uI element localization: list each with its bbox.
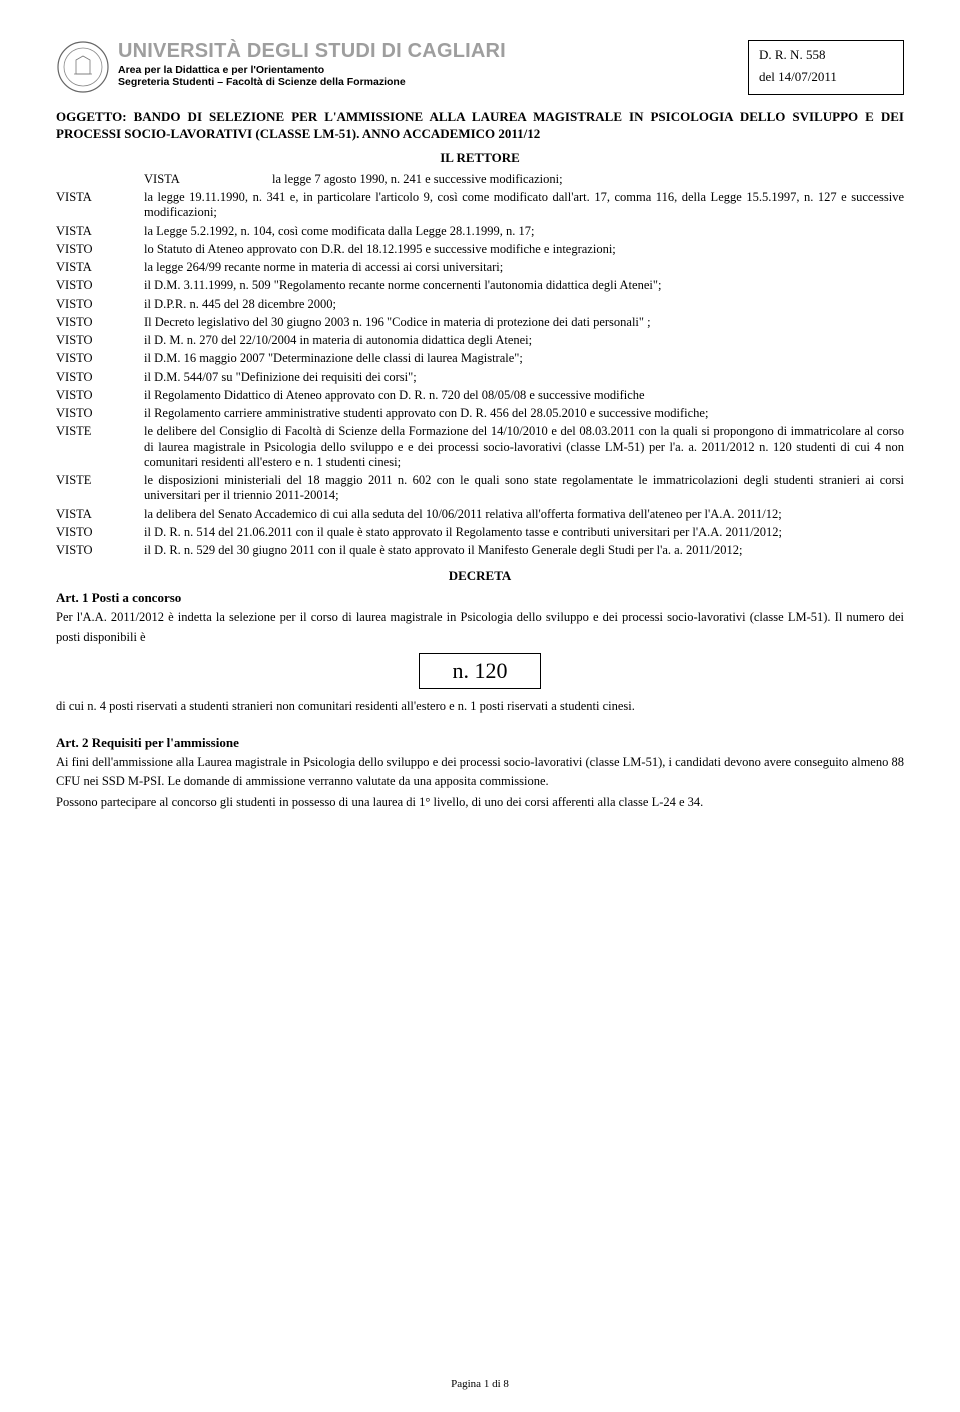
cite-text: il D.M. 544/07 su "Definizione dei requi… (144, 370, 904, 385)
art1-para: Per l'A.A. 2011/2012 è indetta la selezi… (56, 608, 904, 647)
cite-row: VISTOil D. R. n. 514 del 21.06.2011 con … (56, 525, 904, 540)
cite-text: il D. R. n. 529 del 30 giugno 2011 con i… (144, 543, 904, 558)
cite-row: VISTAla legge 19.11.1990, n. 341 e, in p… (56, 190, 904, 221)
citations-list: VISTA la legge 7 agosto 1990, n. 241 e s… (56, 172, 904, 559)
cite-text: il D.M. 3.11.1999, n. 509 "Regolamento r… (144, 278, 904, 293)
university-sub1: Area per la Didattica e per l'Orientamen… (118, 64, 740, 76)
cite-row: VISTOil D. M. n. 270 del 22/10/2004 in m… (56, 333, 904, 348)
cite-text: la legge 264/99 recante norme in materia… (144, 260, 904, 275)
oggetto: OGGETTO: BANDO DI SELEZIONE PER L'AMMISS… (56, 109, 904, 142)
cite-row: VISTOIl Decreto legislativo del 30 giugn… (56, 315, 904, 330)
cite-row: VISTEle delibere del Consiglio di Facolt… (56, 424, 904, 470)
cite-row: VISTOil Regolamento Didattico di Ateneo … (56, 388, 904, 403)
cite-key: VISTA (56, 260, 144, 275)
cite-key: VISTO (56, 315, 144, 330)
cite-row-first: VISTA la legge 7 agosto 1990, n. 241 e s… (56, 172, 904, 187)
cite-text: il D.P.R. n. 445 del 28 dicembre 2000; (144, 297, 904, 312)
art2-para1: Ai fini dell'ammissione alla Laurea magi… (56, 753, 904, 792)
cite-key: VISTE (56, 473, 144, 504)
cite-row: VISTOil D.M. 544/07 su "Definizione dei … (56, 370, 904, 385)
cite-text: il D.M. 16 maggio 2007 "Determinazione d… (144, 351, 904, 366)
cite-key: VISTA (56, 507, 144, 522)
cite-key: VISTE (56, 424, 144, 470)
dr-date: del 14/07/2011 (759, 68, 893, 86)
cite-row: VISTEle disposizioni ministeriali del 18… (56, 473, 904, 504)
cite-key: VISTO (56, 297, 144, 312)
cite-row: VISTOil D. R. n. 529 del 30 giugno 2011 … (56, 543, 904, 558)
cite-row: VISTOil D.P.R. n. 445 del 28 dicembre 20… (56, 297, 904, 312)
cite-key: VISTO (56, 333, 144, 348)
page: UNIVERSITÀ DEGLI STUDI DI CAGLIARI Area … (0, 0, 960, 1412)
art2-title: Art. 2 Requisiti per l'ammissione (56, 735, 904, 751)
cite-text: il D. M. n. 270 del 22/10/2004 in materi… (144, 333, 904, 348)
cite-key: VISTA (56, 224, 144, 239)
cite-row: VISTOil D.M. 16 maggio 2007 "Determinazi… (56, 351, 904, 366)
cite-row: VISTAla delibera del Senato Accademico d… (56, 507, 904, 522)
cite-key: VISTO (56, 543, 144, 558)
page-footer: Pagina 1 di 8 (0, 1378, 960, 1390)
header: UNIVERSITÀ DEGLI STUDI DI CAGLIARI Area … (56, 40, 904, 95)
cite-row: VISTAla Legge 5.2.1992, n. 104, così com… (56, 224, 904, 239)
cite-text: la legge 7 agosto 1990, n. 241 e success… (272, 172, 904, 187)
cite-key: VISTA (56, 172, 272, 187)
art1-title: Art. 1 Posti a concorso (56, 590, 904, 606)
cite-row: VISTOil Regolamento carriere amministrat… (56, 406, 904, 421)
cite-row: VISTOil D.M. 3.11.1999, n. 509 "Regolame… (56, 278, 904, 293)
art2-para2: Possono partecipare al concorso gli stud… (56, 793, 904, 812)
cite-text: il Regolamento carriere amministrative s… (144, 406, 904, 421)
cite-text: il Regolamento Didattico di Ateneo appro… (144, 388, 904, 403)
cite-text: lo Statuto di Ateneo approvato con D.R. … (144, 242, 904, 257)
il-rettore: IL RETTORE (56, 150, 904, 166)
university-name: UNIVERSITÀ DEGLI STUDI DI CAGLIARI (118, 40, 740, 63)
art1-para2: di cui n. 4 posti riservati a studenti s… (56, 697, 904, 716)
cite-key: VISTA (56, 190, 144, 221)
cite-key: VISTO (56, 406, 144, 421)
cite-key: VISTO (56, 370, 144, 385)
cite-key: VISTO (56, 351, 144, 366)
cite-row: VISTAla legge 264/99 recante norme in ma… (56, 260, 904, 275)
cite-text: le disposizioni ministeriali del 18 magg… (144, 473, 904, 504)
cite-key: VISTO (56, 278, 144, 293)
cite-text: Il Decreto legislativo del 30 giugno 200… (144, 315, 904, 330)
cite-text: la legge 19.11.1990, n. 341 e, in partic… (144, 190, 904, 221)
cite-text: la Legge 5.2.1992, n. 104, così come mod… (144, 224, 904, 239)
cite-key: VISTO (56, 525, 144, 540)
posti-number-box: n. 120 (419, 653, 541, 689)
cite-text: le delibere del Consiglio di Facoltà di … (144, 424, 904, 470)
cite-text: il D. R. n. 514 del 21.06.2011 con il qu… (144, 525, 904, 540)
university-text-block: UNIVERSITÀ DEGLI STUDI DI CAGLIARI Area … (118, 40, 740, 88)
cite-key: VISTO (56, 242, 144, 257)
university-sub2: Segreteria Studenti – Facoltà di Scienze… (118, 76, 740, 88)
dr-box: D. R. N. 558 del 14/07/2011 (748, 40, 904, 95)
decreta: DECRETA (56, 568, 904, 584)
university-seal (56, 40, 110, 94)
cite-text: la delibera del Senato Accademico di cui… (144, 507, 904, 522)
dr-number: D. R. N. 558 (759, 46, 893, 64)
cite-row: VISTOlo Statuto di Ateneo approvato con … (56, 242, 904, 257)
cite-key: VISTO (56, 388, 144, 403)
